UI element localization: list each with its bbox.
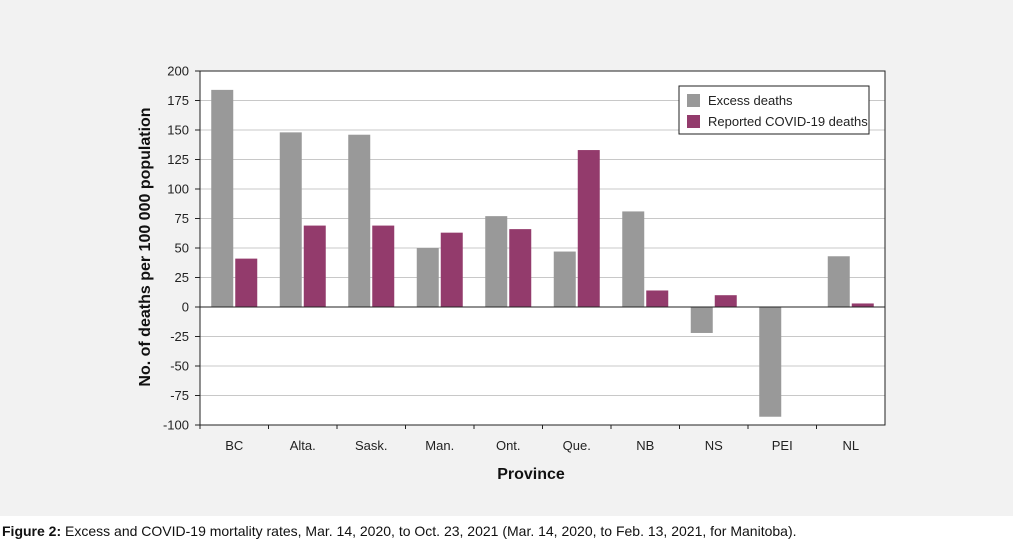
bar-excess-deaths <box>211 89 234 307</box>
bar-chart: 200 175 150 125 100 75 50 25 0 -25 -50 -75 -100 BC Alt… <box>137 64 886 483</box>
y-tick-label: 200 <box>167 64 189 79</box>
bar-covid-deaths <box>851 303 874 307</box>
bar-covid-deaths <box>372 225 395 307</box>
x-tick-label: PEI <box>772 438 793 453</box>
bar-excess-deaths <box>827 256 850 307</box>
plot-frame <box>199 70 886 426</box>
bar-covid-deaths <box>509 229 532 307</box>
legend-swatch-excess <box>687 94 700 107</box>
y-tick-label: 25 <box>175 270 189 285</box>
y-axis-title: No. of deaths per 100 000 population <box>137 107 154 386</box>
bar-excess-deaths <box>690 307 713 333</box>
x-tick-label: NS <box>705 438 723 453</box>
bar-covid-deaths <box>440 232 463 307</box>
y-tick-label: -100 <box>163 418 189 433</box>
y-tick-label: 150 <box>167 123 189 138</box>
bar-covid-deaths <box>235 258 258 307</box>
caption-text: Excess and COVID-19 mortality rates, Mar… <box>61 523 797 539</box>
bar-excess-deaths <box>485 216 508 307</box>
bar-covid-deaths <box>303 225 326 307</box>
x-tick-label: Sask. <box>355 438 388 453</box>
bars <box>211 89 874 417</box>
y-tick-label: 75 <box>175 211 189 226</box>
bar-excess-deaths <box>279 132 302 307</box>
bar-excess-deaths <box>416 248 439 307</box>
figure-panel: 200 175 150 125 100 75 50 25 0 -25 -50 -75 -100 BC Alt… <box>0 0 1013 516</box>
x-tick-label: BC <box>225 438 243 453</box>
x-tick-label: Ont. <box>496 438 521 453</box>
y-tick-label: 50 <box>175 241 189 256</box>
y-tick-label: 175 <box>167 93 189 108</box>
legend-swatch-covid <box>687 115 700 128</box>
bar-excess-deaths <box>622 211 645 307</box>
bar-covid-deaths <box>714 295 737 307</box>
x-tick-label: NL <box>842 438 859 453</box>
bar-excess-deaths <box>348 134 371 307</box>
x-axis-title: Province <box>497 466 565 483</box>
x-tick-label: Man. <box>425 438 454 453</box>
x-tick-label: Alta. <box>290 438 316 453</box>
legend: Excess deaths Reported COVID-19 deaths <box>678 85 870 135</box>
y-tick-label: 0 <box>182 300 189 315</box>
figure-caption: Figure 2: Excess and COVID-19 mortality … <box>2 523 797 539</box>
bar-excess-deaths <box>553 251 576 307</box>
legend-label-excess: Excess deaths <box>708 93 793 108</box>
legend-box <box>678 85 870 135</box>
y-tick-label: -50 <box>170 359 189 374</box>
bar-covid-deaths <box>646 290 669 307</box>
axes: 200 175 150 125 100 75 50 25 0 -25 -50 -75 -100 BC Alt… <box>163 64 886 453</box>
y-tick-label: -75 <box>170 388 189 403</box>
bar-excess-deaths <box>759 307 782 417</box>
legend-label-covid: Reported COVID-19 deaths <box>708 114 868 129</box>
caption-label: Figure 2: <box>2 523 62 539</box>
y-tick-label: -25 <box>170 329 189 344</box>
bar-covid-deaths <box>577 150 600 307</box>
x-tick-label: Que. <box>563 438 591 453</box>
y-tick-label: 100 <box>167 182 189 197</box>
y-tick-label: 125 <box>167 152 189 167</box>
x-tick-label: NB <box>636 438 654 453</box>
